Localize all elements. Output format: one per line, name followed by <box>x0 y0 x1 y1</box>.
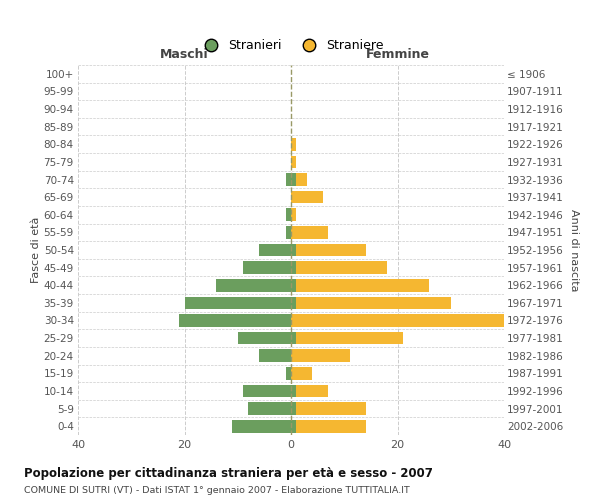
Bar <box>291 173 307 186</box>
Bar <box>291 402 365 415</box>
Bar <box>243 384 291 398</box>
Bar <box>291 244 365 256</box>
Text: Femmine: Femmine <box>365 48 430 62</box>
Bar <box>291 279 430 291</box>
Bar <box>291 350 350 362</box>
Text: Popolazione per cittadinanza straniera per età e sesso - 2007: Popolazione per cittadinanza straniera p… <box>24 468 433 480</box>
Bar <box>217 279 291 291</box>
Y-axis label: Anni di nascita: Anni di nascita <box>569 209 579 291</box>
Bar <box>291 226 328 238</box>
Legend: Stranieri, Straniere: Stranieri, Straniere <box>193 34 389 57</box>
Bar <box>291 244 296 256</box>
Bar <box>243 262 291 274</box>
Bar <box>291 314 504 327</box>
Bar <box>291 279 296 291</box>
Bar <box>259 244 291 256</box>
Text: COMUNE DI SUTRI (VT) - Dati ISTAT 1° gennaio 2007 - Elaborazione TUTTITALIA.IT: COMUNE DI SUTRI (VT) - Dati ISTAT 1° gen… <box>24 486 410 495</box>
Bar <box>291 384 296 398</box>
Bar <box>286 208 291 221</box>
Bar <box>291 420 296 432</box>
Bar <box>291 332 403 344</box>
Bar <box>286 173 291 186</box>
Bar <box>248 402 291 415</box>
Bar <box>291 262 387 274</box>
Bar <box>291 367 313 380</box>
Bar <box>291 402 296 415</box>
Bar <box>291 156 296 168</box>
Bar <box>291 384 328 398</box>
Text: Maschi: Maschi <box>160 48 209 62</box>
Bar <box>291 173 296 186</box>
Bar <box>291 296 296 309</box>
Bar <box>259 350 291 362</box>
Bar <box>291 262 296 274</box>
Bar <box>291 332 296 344</box>
Bar <box>179 314 291 327</box>
Bar <box>286 226 291 238</box>
Bar <box>291 208 296 221</box>
Bar <box>232 420 291 432</box>
Bar <box>291 138 296 150</box>
Bar <box>291 191 323 203</box>
Bar <box>185 296 291 309</box>
Bar <box>238 332 291 344</box>
Y-axis label: Fasce di età: Fasce di età <box>31 217 41 283</box>
Bar <box>286 367 291 380</box>
Bar <box>291 420 365 432</box>
Bar <box>291 296 451 309</box>
